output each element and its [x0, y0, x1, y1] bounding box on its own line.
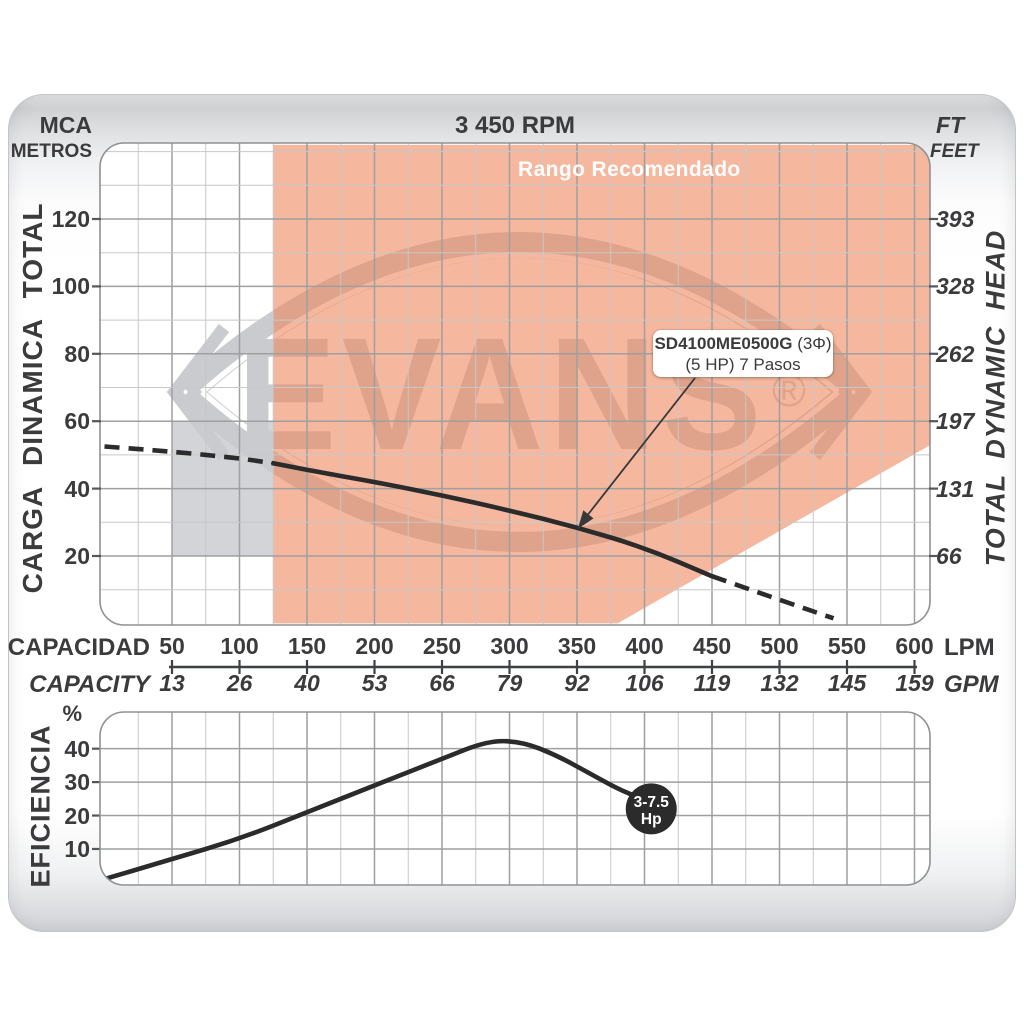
left-unit-mca: MCA — [39, 112, 92, 138]
efficiency-chart: 3-7.5Hp — [100, 712, 930, 885]
gpm-tick-106: 106 — [625, 670, 664, 696]
feet-tick-262: 262 — [936, 340, 975, 367]
gpm-tick-79: 79 — [496, 670, 523, 696]
grid — [100, 712, 930, 885]
lpm-tick-450: 450 — [692, 633, 732, 659]
feet-tick-197: 197 — [936, 408, 975, 435]
right-axis-title: TOTAL DYNAMIC HEAD — [980, 229, 1011, 567]
metros-tick-120: 120 — [51, 206, 90, 232]
x-axis-label-capacidad: CAPACIDAD — [7, 634, 150, 661]
annotation-arrow — [577, 377, 696, 529]
left-unit-metros: METROS — [10, 141, 92, 162]
hp-badge: 3-7.5Hp — [625, 783, 677, 835]
gpm-tick-26: 26 — [226, 670, 253, 696]
pump-model-line1: SD4100ME0500G (3Φ) — [653, 333, 833, 354]
gpm-tick-159: 159 — [895, 670, 934, 696]
feet-tick-131: 131 — [936, 475, 975, 502]
gpm-tick-145: 145 — [827, 670, 867, 696]
feet-tick-66: 66 — [936, 543, 962, 569]
gpm-tick-92: 92 — [564, 670, 590, 696]
pump-model-callout: SD4100ME0500G (3Φ) (5 HP) 7 Pasos — [653, 330, 833, 377]
gpm-tick-40: 40 — [294, 670, 320, 696]
lpm-tick-100: 100 — [220, 633, 259, 659]
gpm-tick-119: 119 — [693, 670, 731, 696]
right-unit-feet: FEET — [930, 141, 979, 162]
x-axis-scale — [169, 660, 917, 674]
gpm-tick-132: 132 — [760, 670, 799, 696]
head-plot-border — [99, 142, 931, 626]
metros-tick-20: 20 — [64, 543, 90, 569]
gpm-tick-66: 66 — [429, 670, 455, 696]
metros-tick-40: 40 — [64, 475, 90, 502]
gpm-tick-13: 13 — [159, 670, 185, 696]
efficiency-curve-line — [102, 738, 645, 882]
chart-title-rpm: 3 450 RPM — [454, 112, 576, 139]
efficiency-axis-title: EFICIENCIA — [25, 724, 56, 888]
lpm-tick-250: 250 — [422, 633, 462, 659]
right-unit-ft: FT — [936, 112, 965, 138]
lpm-tick-550: 550 — [827, 633, 867, 659]
lpm-tick-400: 400 — [625, 633, 664, 659]
recommended-range-label: Rango Recomendado — [518, 158, 741, 181]
x-axis-unit-lpm: LPM — [944, 634, 995, 661]
feet-tick-328: 328 — [936, 273, 975, 300]
feet-tick-393: 393 — [936, 206, 975, 232]
metros-tick-80: 80 — [64, 340, 90, 367]
metros-tick-60: 60 — [64, 408, 90, 435]
pump-model-code: SD4100ME0500G — [654, 334, 793, 353]
efficiency-plot-border — [99, 711, 931, 886]
lpm-tick-350: 350 — [557, 633, 597, 659]
efficiency-tick-10: 10 — [64, 835, 90, 862]
head-chart: EVANS®EVANS® — [100, 143, 930, 625]
efficiency-tick-40: 40 — [64, 735, 90, 762]
metros-tick-100: 100 — [51, 273, 90, 300]
x-axis-unit-gpm: GPM — [944, 671, 999, 698]
lpm-tick-500: 500 — [760, 633, 799, 659]
x-axis-label-capacity: CAPACITY — [29, 671, 150, 698]
efficiency-unit-label: % — [62, 701, 82, 726]
hp-badge-line1: 3-7.5 — [634, 794, 670, 811]
hp-badge-line2: Hp — [641, 811, 662, 828]
pump-model-phase: (3Φ) — [797, 334, 832, 353]
lpm-tick-600: 600 — [895, 633, 934, 659]
gpm-tick-53: 53 — [361, 670, 388, 696]
grid — [100, 143, 930, 625]
head-curve — [104, 444, 835, 621]
efficiency-tick-30: 30 — [64, 769, 90, 796]
left-axis-title: CARGA DINAMICA TOTAL — [17, 202, 48, 594]
lpm-tick-150: 150 — [287, 633, 327, 659]
pump-model-line2: (5 HP) 7 Pasos — [685, 355, 801, 374]
lpm-tick-200: 200 — [355, 633, 394, 659]
lpm-tick-300: 300 — [490, 633, 529, 659]
lpm-tick-50: 50 — [159, 633, 185, 659]
efficiency-tick-20: 20 — [64, 802, 90, 829]
